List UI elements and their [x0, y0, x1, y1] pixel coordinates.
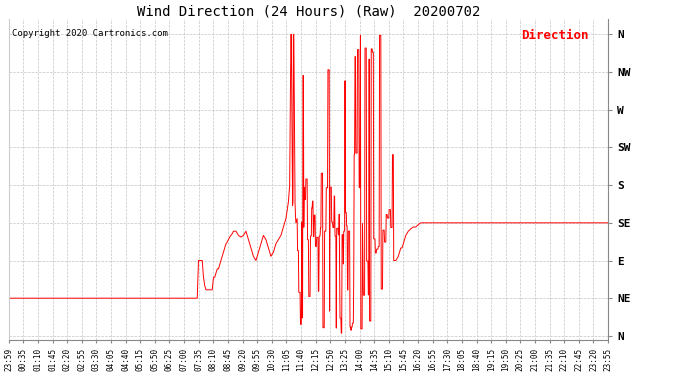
Text: Copyright 2020 Cartronics.com: Copyright 2020 Cartronics.com	[12, 29, 168, 38]
Title: Wind Direction (24 Hours) (Raw)  20200702: Wind Direction (24 Hours) (Raw) 20200702	[137, 4, 480, 18]
Text: Direction: Direction	[521, 29, 589, 42]
